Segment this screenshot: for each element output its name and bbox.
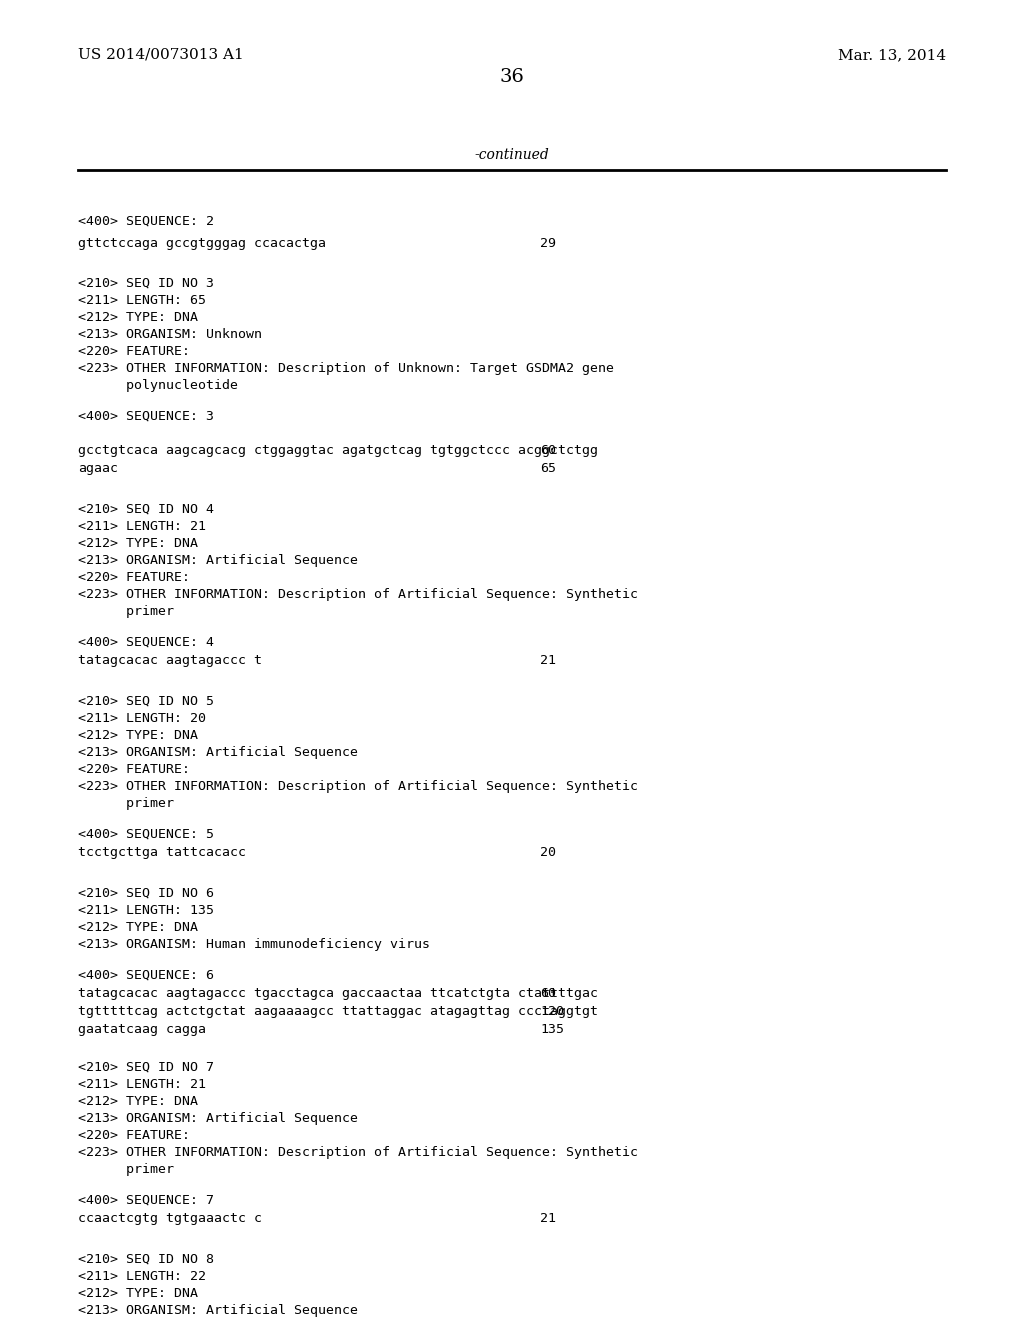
Text: <210> SEQ ID NO 6: <210> SEQ ID NO 6 [78, 887, 214, 900]
Text: <211> LENGTH: 135: <211> LENGTH: 135 [78, 904, 214, 917]
Text: tgtttttcag actctgctat aagaaaagcc ttattaggac atagagttag ccctaggtgt: tgtttttcag actctgctat aagaaaagcc ttattag… [78, 1005, 598, 1018]
Text: 65: 65 [540, 462, 556, 475]
Text: <210> SEQ ID NO 8: <210> SEQ ID NO 8 [78, 1253, 214, 1266]
Text: <400> SEQUENCE: 5: <400> SEQUENCE: 5 [78, 828, 214, 841]
Text: <400> SEQUENCE: 2: <400> SEQUENCE: 2 [78, 215, 214, 228]
Text: primer: primer [78, 1163, 174, 1176]
Text: <223> OTHER INFORMATION: Description of Artificial Sequence: Synthetic: <223> OTHER INFORMATION: Description of … [78, 587, 638, 601]
Text: -continued: -continued [475, 148, 549, 162]
Text: <211> LENGTH: 21: <211> LENGTH: 21 [78, 520, 206, 533]
Text: <220> FEATURE:: <220> FEATURE: [78, 345, 190, 358]
Text: <210> SEQ ID NO 3: <210> SEQ ID NO 3 [78, 277, 214, 290]
Text: <212> TYPE: DNA: <212> TYPE: DNA [78, 537, 198, 550]
Text: tatagcacac aagtagaccc tgacctagca gaccaactaa ttcatctgta ctattttgac: tatagcacac aagtagaccc tgacctagca gaccaac… [78, 987, 598, 1001]
Text: Mar. 13, 2014: Mar. 13, 2014 [838, 48, 946, 62]
Text: <212> TYPE: DNA: <212> TYPE: DNA [78, 312, 198, 323]
Text: 29: 29 [540, 238, 556, 249]
Text: <213> ORGANISM: Artificial Sequence: <213> ORGANISM: Artificial Sequence [78, 1304, 358, 1317]
Text: <223> OTHER INFORMATION: Description of Artificial Sequence: Synthetic: <223> OTHER INFORMATION: Description of … [78, 780, 638, 793]
Text: <210> SEQ ID NO 4: <210> SEQ ID NO 4 [78, 503, 214, 516]
Text: <212> TYPE: DNA: <212> TYPE: DNA [78, 1287, 198, 1300]
Text: <223> OTHER INFORMATION: Description of Artificial Sequence: Synthetic: <223> OTHER INFORMATION: Description of … [78, 1146, 638, 1159]
Text: ccaactcgtg tgtgaaactc c: ccaactcgtg tgtgaaactc c [78, 1212, 262, 1225]
Text: gcctgtcaca aagcagcacg ctggaggtac agatgctcag tgtggctccc acggctctgg: gcctgtcaca aagcagcacg ctggaggtac agatgct… [78, 444, 598, 457]
Text: <220> FEATURE:: <220> FEATURE: [78, 763, 190, 776]
Text: 21: 21 [540, 653, 556, 667]
Text: 120: 120 [540, 1005, 564, 1018]
Text: US 2014/0073013 A1: US 2014/0073013 A1 [78, 48, 244, 62]
Text: polynucleotide: polynucleotide [78, 379, 238, 392]
Text: <210> SEQ ID NO 5: <210> SEQ ID NO 5 [78, 696, 214, 708]
Text: tcctgcttga tattcacacc: tcctgcttga tattcacacc [78, 846, 246, 859]
Text: gttctccaga gccgtgggag ccacactga: gttctccaga gccgtgggag ccacactga [78, 238, 326, 249]
Text: <212> TYPE: DNA: <212> TYPE: DNA [78, 921, 198, 935]
Text: gaatatcaag cagga: gaatatcaag cagga [78, 1023, 206, 1036]
Text: <400> SEQUENCE: 3: <400> SEQUENCE: 3 [78, 411, 214, 422]
Text: <213> ORGANISM: Unknown: <213> ORGANISM: Unknown [78, 327, 262, 341]
Text: <213> ORGANISM: Artificial Sequence: <213> ORGANISM: Artificial Sequence [78, 554, 358, 568]
Text: <212> TYPE: DNA: <212> TYPE: DNA [78, 1096, 198, 1107]
Text: agaac: agaac [78, 462, 118, 475]
Text: 21: 21 [540, 1212, 556, 1225]
Text: 60: 60 [540, 987, 556, 1001]
Text: <213> ORGANISM: Artificial Sequence: <213> ORGANISM: Artificial Sequence [78, 1111, 358, 1125]
Text: primer: primer [78, 605, 174, 618]
Text: <213> ORGANISM: Artificial Sequence: <213> ORGANISM: Artificial Sequence [78, 746, 358, 759]
Text: <211> LENGTH: 20: <211> LENGTH: 20 [78, 711, 206, 725]
Text: <223> OTHER INFORMATION: Description of Unknown: Target GSDMA2 gene: <223> OTHER INFORMATION: Description of … [78, 362, 614, 375]
Text: primer: primer [78, 797, 174, 810]
Text: 36: 36 [500, 69, 524, 86]
Text: <212> TYPE: DNA: <212> TYPE: DNA [78, 729, 198, 742]
Text: 135: 135 [540, 1023, 564, 1036]
Text: <400> SEQUENCE: 7: <400> SEQUENCE: 7 [78, 1195, 214, 1206]
Text: 60: 60 [540, 444, 556, 457]
Text: <210> SEQ ID NO 7: <210> SEQ ID NO 7 [78, 1061, 214, 1074]
Text: 20: 20 [540, 846, 556, 859]
Text: <211> LENGTH: 22: <211> LENGTH: 22 [78, 1270, 206, 1283]
Text: <220> FEATURE:: <220> FEATURE: [78, 1129, 190, 1142]
Text: <400> SEQUENCE: 6: <400> SEQUENCE: 6 [78, 969, 214, 982]
Text: <400> SEQUENCE: 4: <400> SEQUENCE: 4 [78, 636, 214, 649]
Text: <220> FEATURE:: <220> FEATURE: [78, 572, 190, 583]
Text: <211> LENGTH: 65: <211> LENGTH: 65 [78, 294, 206, 308]
Text: <211> LENGTH: 21: <211> LENGTH: 21 [78, 1078, 206, 1092]
Text: tatagcacac aagtagaccc t: tatagcacac aagtagaccc t [78, 653, 262, 667]
Text: <213> ORGANISM: Human immunodeficiency virus: <213> ORGANISM: Human immunodeficiency v… [78, 939, 430, 950]
